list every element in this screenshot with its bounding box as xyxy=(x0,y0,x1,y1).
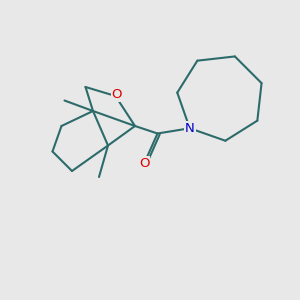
Text: O: O xyxy=(139,157,149,170)
Text: O: O xyxy=(112,88,122,101)
Text: N: N xyxy=(185,122,195,135)
